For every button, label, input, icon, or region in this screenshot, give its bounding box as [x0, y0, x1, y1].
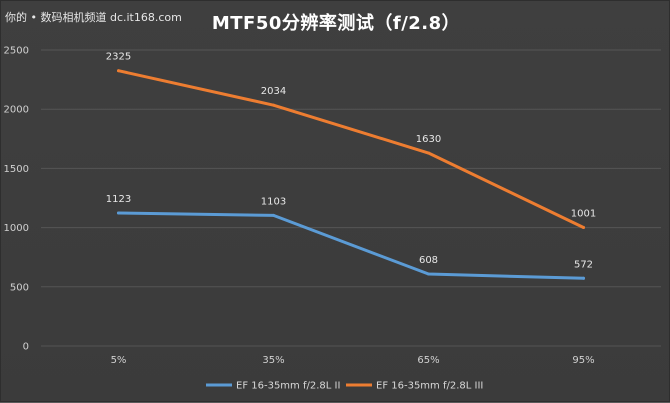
y-tick-label: 0	[23, 342, 29, 353]
data-label: 608	[419, 255, 438, 266]
legend-label: EF 16-35mm f/2.8L III	[376, 381, 483, 392]
watermark: 你的 • 数码相机频道 dc.it168.com	[5, 11, 182, 24]
data-label: 572	[574, 259, 593, 270]
y-tick-label: 1500	[4, 164, 29, 175]
chart-title: MTF50分辨率测试（f/2.8）	[211, 13, 461, 34]
series-line	[117, 69, 585, 229]
data-label: 1103	[261, 196, 286, 207]
data-point	[117, 69, 120, 73]
legend-label: EF 16-35mm f/2.8L II	[236, 381, 340, 392]
series-line	[117, 211, 585, 280]
data-label: 2325	[106, 52, 131, 63]
data-point	[427, 151, 430, 155]
data-point	[272, 103, 275, 107]
x-tick-label: 5%	[111, 355, 127, 366]
data-label: 1001	[571, 208, 596, 219]
x-tick-label: 65%	[417, 355, 439, 366]
y-tick-label: 2000	[4, 105, 29, 116]
data-label: 1630	[416, 134, 441, 145]
data-point	[117, 211, 120, 215]
y-tick-label: 2500	[4, 46, 29, 57]
data-point	[427, 272, 430, 276]
data-label: 2034	[261, 86, 286, 97]
data-point	[582, 276, 585, 280]
y-tick-label: 500	[10, 282, 29, 293]
x-tick-label: 95%	[572, 355, 594, 366]
data-point	[272, 213, 275, 217]
x-tick-label: 35%	[262, 355, 284, 366]
data-point	[582, 225, 585, 229]
y-tick-label: 1000	[4, 223, 29, 234]
data-label: 1123	[106, 194, 131, 205]
